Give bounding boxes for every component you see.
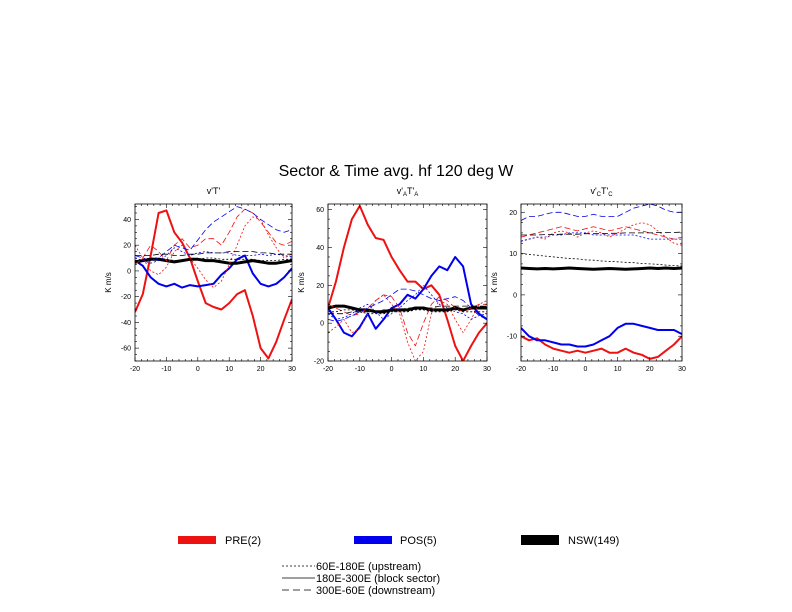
x-tick-label: 10 bbox=[225, 366, 233, 373]
chart-panel-1: v'T' K m/s -20 -10 0 10 20 30 -60 -40 -20 0 20 40 bbox=[104, 186, 296, 373]
x-tick-label: 20 bbox=[451, 366, 459, 373]
x-tick-label: -20 bbox=[516, 366, 526, 373]
series-line-pre2-long bbox=[521, 226, 682, 240]
figure-title: Sector & Time avg. hf 120 deg W bbox=[279, 163, 515, 180]
x-tick-label: 10 bbox=[420, 366, 428, 373]
series-line-pos5-long bbox=[135, 206, 292, 262]
series-line-pre2-short bbox=[135, 216, 292, 289]
legend-style-label: 180E-300E (block sector) bbox=[316, 573, 440, 585]
legend-style-label: 60E-180E (upstream) bbox=[316, 561, 421, 573]
series-line-pre2-long bbox=[328, 294, 487, 347]
series-line-nsw149-long bbox=[521, 231, 682, 236]
y-tick-label: 20 bbox=[509, 210, 517, 217]
legend-label: POS(5) bbox=[400, 535, 437, 547]
y-tick-label: -40 bbox=[121, 320, 131, 327]
series-line-pos5-solid bbox=[135, 254, 292, 289]
y-tick-label: -60 bbox=[121, 346, 131, 353]
series-line-pos5-long bbox=[521, 204, 682, 221]
series-line-pre2-short bbox=[521, 222, 682, 246]
legend-style-label: 300E-60E (downstream) bbox=[316, 585, 435, 597]
chart-panel-3: v'CT'C K m/s -20 -10 0 10 20 30 -10 0 10 20 bbox=[490, 186, 686, 373]
plot-frame bbox=[327, 203, 488, 362]
series-group bbox=[521, 204, 682, 360]
y-tick-label: 20 bbox=[316, 283, 324, 290]
x-tick-label: -10 bbox=[161, 366, 171, 373]
x-tick-label: 0 bbox=[196, 366, 200, 373]
chart-panel-2: v'AT'A K m/s -20 -10 0 10 20 30 -20 0 20 40 60 bbox=[297, 186, 491, 373]
series-line-pre2-solid bbox=[521, 335, 682, 360]
x-tick-label: 30 bbox=[288, 366, 296, 373]
series-line-pre2-short bbox=[328, 294, 487, 361]
y-tick-label: -20 bbox=[121, 294, 131, 301]
x-tick-label: 30 bbox=[678, 366, 686, 373]
legend-swatch bbox=[521, 535, 559, 545]
legend-swatch bbox=[178, 536, 216, 544]
x-tick-label: 0 bbox=[390, 366, 394, 373]
legend-label: PRE(2) bbox=[225, 535, 261, 547]
y-axis-label: K m/s bbox=[297, 272, 306, 292]
series-line-nsw149-solid bbox=[328, 304, 487, 314]
legend-label: NSW(149) bbox=[568, 535, 619, 547]
series-line-pos5-short bbox=[521, 232, 682, 242]
series-line-pre2-solid bbox=[135, 209, 292, 360]
series-line-pos5-solid bbox=[328, 256, 487, 338]
y-tick-label: 40 bbox=[123, 217, 131, 224]
series-line-nsw149-short bbox=[328, 309, 487, 315]
series-line-nsw149-solid bbox=[135, 257, 292, 265]
x-tick-label: 0 bbox=[583, 366, 587, 373]
legend-swatch bbox=[354, 536, 392, 544]
y-tick-label: 0 bbox=[127, 268, 131, 275]
series-group bbox=[135, 206, 292, 360]
x-tick-label: -20 bbox=[130, 366, 140, 373]
panel-title: v'CT'C bbox=[590, 186, 613, 198]
series-line-nsw149-solid bbox=[521, 266, 682, 271]
x-tick-label: 10 bbox=[614, 366, 622, 373]
x-tick-label: -20 bbox=[323, 366, 333, 373]
x-tick-label: 20 bbox=[646, 366, 654, 373]
y-tick-label: 0 bbox=[320, 321, 324, 328]
plot-frame bbox=[520, 203, 683, 362]
y-tick-label: 10 bbox=[509, 251, 517, 258]
plot-frame bbox=[134, 203, 293, 362]
x-tick-label: -10 bbox=[548, 366, 558, 373]
y-tick-label: 0 bbox=[513, 292, 517, 299]
y-axis-label: K m/s bbox=[490, 272, 499, 292]
series-line-nsw149-long bbox=[135, 251, 292, 256]
series-line-pos5-short bbox=[328, 284, 487, 320]
y-tick-label: 40 bbox=[316, 245, 324, 252]
series-line-pre2-solid bbox=[328, 204, 487, 361]
y-tick-label: -10 bbox=[507, 334, 517, 341]
series-line-pos5-long bbox=[328, 288, 487, 322]
y-tick-label: 60 bbox=[316, 207, 324, 214]
panel-title: v'T' bbox=[207, 186, 221, 196]
y-tick-label: -20 bbox=[314, 359, 324, 366]
y-axis-label: K m/s bbox=[104, 272, 113, 292]
series-line-nsw149-short bbox=[521, 253, 682, 267]
x-tick-label: -10 bbox=[355, 366, 365, 373]
y-tick-label: 20 bbox=[123, 243, 131, 250]
panel-title: v'AT'A bbox=[397, 186, 418, 198]
x-tick-label: 20 bbox=[257, 366, 265, 373]
series-line-pos5-solid bbox=[521, 322, 682, 348]
series-group bbox=[328, 204, 487, 361]
x-tick-label: 30 bbox=[483, 366, 491, 373]
series-line-pre2-long bbox=[135, 208, 292, 265]
